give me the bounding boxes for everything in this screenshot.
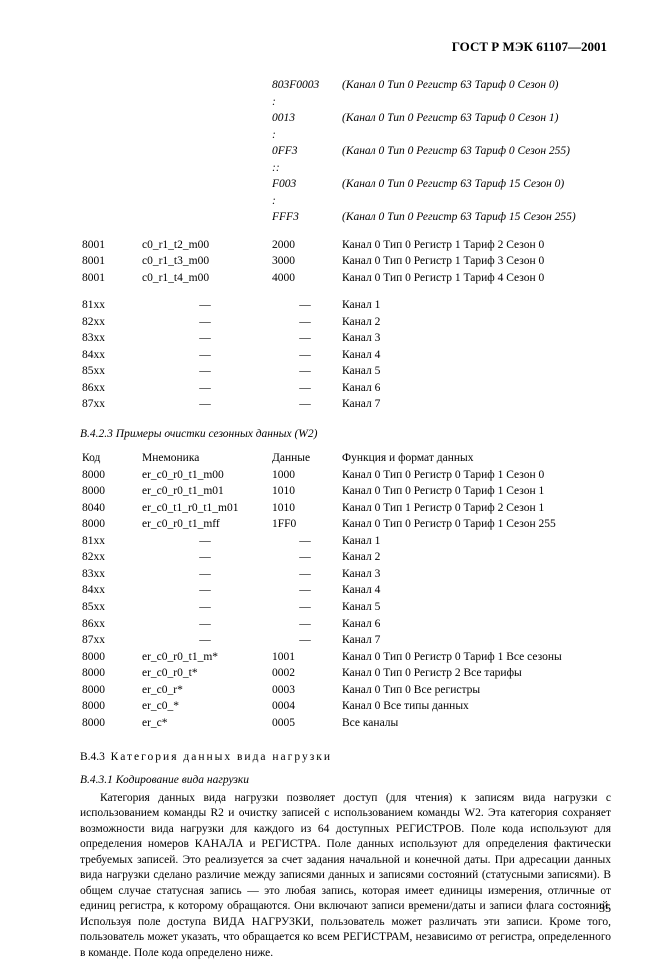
table-row: 84xx——Канал 4 — [80, 347, 611, 364]
page-number: 35 — [599, 900, 611, 916]
table-row: 86xx——Канал 6 — [80, 616, 611, 633]
table-row: 8000er_c0_r0_t1_m011010Канал 0 Тип 0 Рег… — [80, 484, 611, 501]
th-mnem: Мнемоника — [140, 451, 270, 468]
th-func: Функция и формат данных — [340, 451, 611, 468]
section-b423: В.4.2.3 Примеры очистки сезонных данных … — [80, 427, 611, 443]
table-row: 87xx——Канал 7 — [80, 633, 611, 650]
paragraph-b431: Категория данных вида нагрузки позволяет… — [80, 791, 611, 961]
th-data: Данные — [270, 451, 340, 468]
table-1: 803F0003(Канал 0 Тип 0 Регистр 63 Тариф … — [80, 78, 611, 414]
table-row: 87xx——Канал 7 — [80, 397, 611, 414]
table-row: 83xx——Канал 3 — [80, 331, 611, 348]
table-row: : — [80, 127, 611, 144]
table-row: FFF3(Канал 0 Тип 0 Регистр 63 Тариф 15 С… — [80, 210, 611, 227]
table-row: 84xx——Канал 4 — [80, 583, 611, 600]
table-row: 82xx——Канал 2 — [80, 314, 611, 331]
table-row: 8000er_c0_r0_t1_m001000Канал 0 Тип 0 Рег… — [80, 467, 611, 484]
table-row: 8000er_c0_r0_t1_mff1FF0Канал 0 Тип 0 Рег… — [80, 517, 611, 534]
table-row: 85xx——Канал 5 — [80, 600, 611, 617]
th-code: Код — [80, 451, 140, 468]
table-row: 81xx——Канал 1 — [80, 298, 611, 315]
doc-header: ГОСТ Р МЭК 61107—2001 — [80, 38, 611, 56]
table-row: 82xx——Канал 2 — [80, 550, 611, 567]
table-row: 803F0003(Канал 0 Тип 0 Регистр 63 Тариф … — [80, 78, 611, 95]
table-row: 86xx——Канал 6 — [80, 380, 611, 397]
table-row: 81xx——Канал 1 — [80, 533, 611, 550]
table-row: 8000er_c0_r0_t1_m*1001Канал 0 Тип 0 Реги… — [80, 649, 611, 666]
table-row: 83xx——Канал 3 — [80, 566, 611, 583]
paragraph-text: Категория данных вида нагрузки позволяет… — [80, 792, 611, 959]
section-title: Категория данных вида нагрузки — [111, 751, 332, 763]
table-row: 0013(Канал 0 Тип 0 Регистр 63 Тариф 0 Се… — [80, 111, 611, 128]
table-row: 8000er_c*0005Все каналы — [80, 715, 611, 732]
table-row: 85xx——Канал 5 — [80, 364, 611, 381]
table-row: : — [80, 193, 611, 210]
table-row: 8000er_c0_r0_t*0002Канал 0 Тип 0 Регистр… — [80, 666, 611, 683]
table-row: 8000er_c0_*0004Канал 0 Все типы данных — [80, 699, 611, 716]
table-row: Код Мнемоника Данные Функция и формат да… — [80, 451, 611, 468]
table-row: 8040er_c0_t1_r0_t1_m011010Канал 0 Тип 1 … — [80, 500, 611, 517]
table-2: Код Мнемоника Данные Функция и формат да… — [80, 451, 611, 732]
table-row: 8000er_c0_r*0003Канал 0 Тип 0 Все регист… — [80, 682, 611, 699]
table-row: 8001c0_r1_t3_m003000Канал 0 Тип 0 Регист… — [80, 254, 611, 271]
table-row: 8001c0_r1_t4_m004000Канал 0 Тип 0 Регист… — [80, 270, 611, 287]
section-b43: В.4.3 Категория данных вида нагрузки — [80, 750, 611, 766]
table-row: F003(Канал 0 Тип 0 Регистр 63 Тариф 15 С… — [80, 177, 611, 194]
section-b431: В.4.3.1 Кодирование вида нагрузки — [80, 773, 611, 789]
table-row: : — [80, 94, 611, 111]
table-row: 8001c0_r1_t2_m002000Канал 0 Тип 0 Регист… — [80, 237, 611, 254]
table-row: :: — [80, 160, 611, 177]
section-num: В.4.3 — [80, 751, 105, 763]
table-row: 0FF3(Канал 0 Тип 0 Регистр 63 Тариф 0 Се… — [80, 144, 611, 161]
